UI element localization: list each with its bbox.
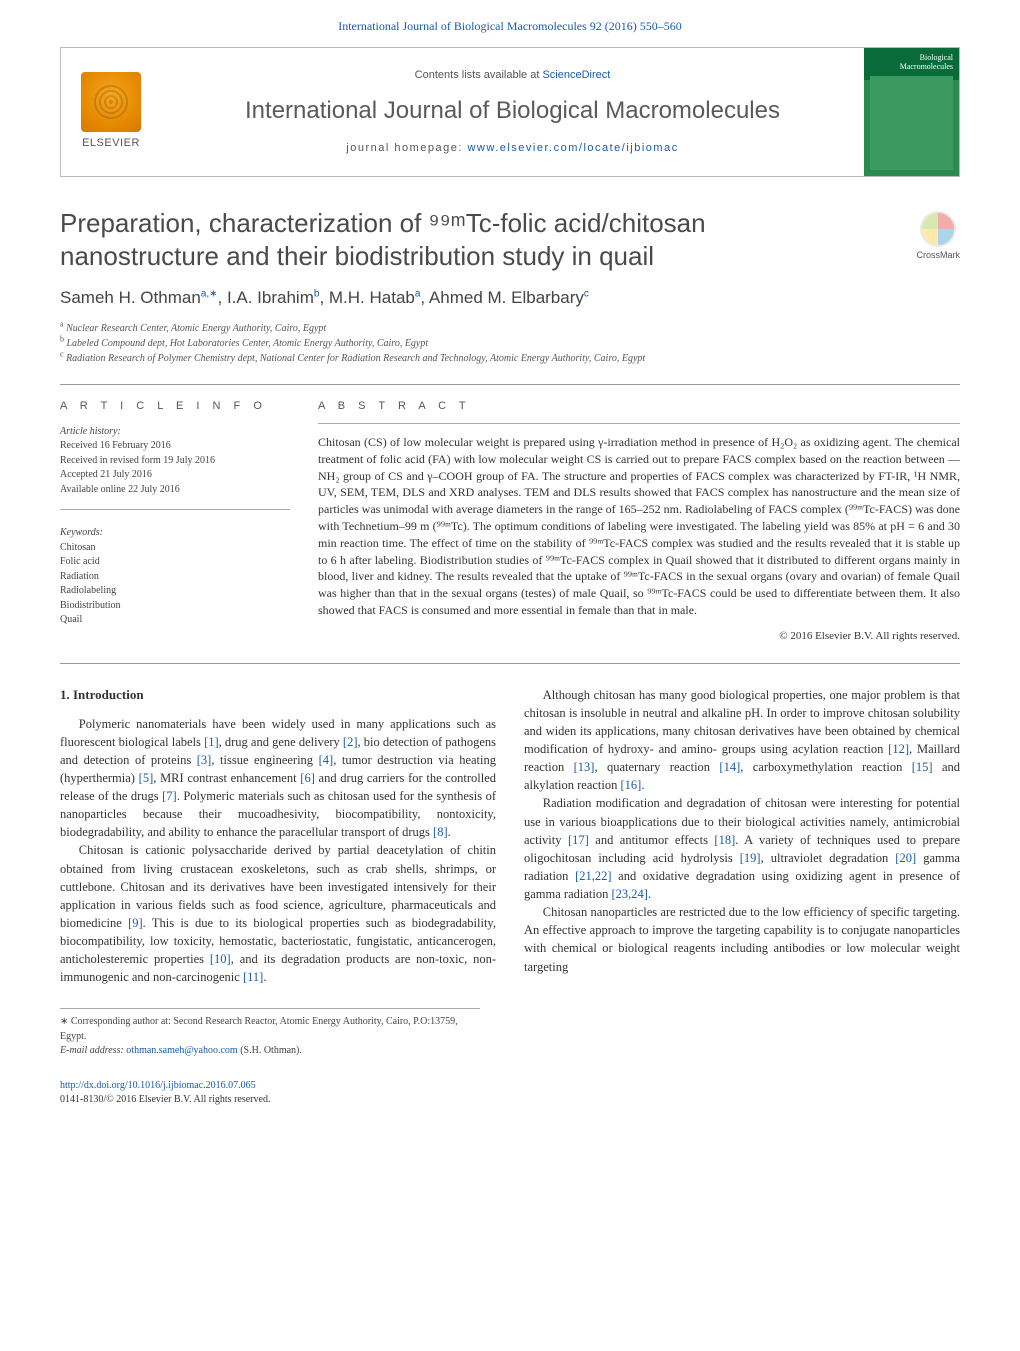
article-title: Preparation, characterization of ⁹⁹ᵐTc-f… <box>60 207 960 272</box>
copyright-line: © 2016 Elsevier B.V. All rights reserved… <box>318 629 960 645</box>
abstract-rule <box>318 423 960 424</box>
article-info-head: A R T I C L E I N F O <box>60 399 290 415</box>
doi-link[interactable]: http://dx.doi.org/10.1016/j.ijbiomac.201… <box>60 1080 256 1091</box>
crossmark-label: CrossMark <box>916 249 960 262</box>
ref-19[interactable]: [19] <box>740 851 761 865</box>
author-3: , M.H. Hatab <box>319 288 414 307</box>
ref-14[interactable]: [14] <box>719 760 740 774</box>
email-suffix: (S.H. Othman). <box>238 1045 302 1056</box>
rule-top <box>60 384 960 385</box>
issn-line: 0141-8130/© 2016 Elsevier B.V. All right… <box>60 1094 270 1105</box>
corresponding-author-footnote: ∗ Corresponding author at: Second Resear… <box>60 1008 480 1059</box>
homepage-prefix: journal homepage: <box>346 142 467 154</box>
history-online: Available online 22 July 2016 <box>60 483 290 498</box>
crossmark-badge[interactable]: CrossMark <box>916 211 960 262</box>
keywords-label: Keywords: <box>60 526 290 541</box>
ref-16[interactable]: [16] <box>621 778 642 792</box>
ref-17[interactable]: [17] <box>568 833 589 847</box>
author-1-sup: a,∗ <box>201 289 218 300</box>
para-4: Radiation modification and degradation o… <box>524 794 960 903</box>
affiliation-a: Nuclear Research Center, Atomic Energy A… <box>66 323 326 334</box>
ref-12[interactable]: [12] <box>888 742 909 756</box>
contents-available-line: Contents lists available at ScienceDirec… <box>415 68 611 84</box>
running-head: International Journal of Biological Macr… <box>0 0 1020 39</box>
keyword-0: Chitosan <box>60 541 290 556</box>
author-4-sup: c <box>584 289 589 300</box>
ref-1[interactable]: [1] <box>204 735 219 749</box>
homepage-link[interactable]: www.elsevier.com/locate/ijbiomac <box>467 142 678 154</box>
doi-block: http://dx.doi.org/10.1016/j.ijbiomac.201… <box>60 1079 960 1108</box>
ref-10[interactable]: [10] <box>210 952 231 966</box>
author-2: , I.A. Ibrahim <box>218 288 314 307</box>
para-3: Although chitosan has many good biologic… <box>524 686 960 795</box>
crossmark-icon <box>920 211 956 247</box>
sciencedirect-link[interactable]: ScienceDirect <box>542 69 610 81</box>
ref-23-24[interactable]: [23,24] <box>611 887 647 901</box>
email-label: E-mail address: <box>60 1045 126 1056</box>
title-line-2: nanostructure and their biodistribution … <box>60 241 654 271</box>
journal-homepage-line: journal homepage: www.elsevier.com/locat… <box>346 141 678 157</box>
ref-13[interactable]: [13] <box>574 760 595 774</box>
ref-7[interactable]: [7] <box>162 789 177 803</box>
history-accepted: Accepted 21 July 2016 <box>60 468 290 483</box>
ref-5[interactable]: [5] <box>139 771 154 785</box>
contents-prefix: Contents lists available at <box>415 69 543 81</box>
abstract-text: Chitosan (CS) of low molecular weight is… <box>318 434 960 619</box>
affiliation-b: Labeled Compound dept, Hot Laboratories … <box>67 338 429 349</box>
journal-name: International Journal of Biological Macr… <box>245 94 780 129</box>
para-5: Chitosan nanoparticles are restricted du… <box>524 903 960 976</box>
ref-9[interactable]: [9] <box>128 916 143 930</box>
journal-cover-thumb: Biological Macromolecules <box>864 48 959 176</box>
ref-4[interactable]: [4] <box>319 753 334 767</box>
keyword-1: Folic acid <box>60 555 290 570</box>
para-1: Polymeric nanomaterials have been widely… <box>60 715 496 842</box>
ref-18[interactable]: [18] <box>714 833 735 847</box>
author-4: , Ahmed M. Elbarbary <box>420 288 583 307</box>
ref-8[interactable]: [8] <box>433 825 448 839</box>
elsevier-tree-icon <box>81 72 141 132</box>
keyword-5: Quail <box>60 613 290 628</box>
keyword-2: Radiation <box>60 570 290 585</box>
ref-15[interactable]: [15] <box>912 760 933 774</box>
ref-20[interactable]: [20] <box>895 851 916 865</box>
keyword-3: Radiolabeling <box>60 584 290 599</box>
affiliation-c: Radiation Research of Polymer Chemistry … <box>66 353 645 364</box>
ref-21-22[interactable]: [21,22] <box>575 869 611 883</box>
history-received: Received 16 February 2016 <box>60 439 290 454</box>
journal-header-box: ELSEVIER Contents lists available at Sci… <box>60 47 960 177</box>
elsevier-logo: ELSEVIER <box>61 48 161 176</box>
ref-3[interactable]: [3] <box>197 753 212 767</box>
corr-line: ∗ Corresponding author at: Second Resear… <box>60 1015 480 1044</box>
section-1-head: 1. Introduction <box>60 686 496 705</box>
cover-body <box>870 76 953 170</box>
ref-11[interactable]: [11] <box>243 970 263 984</box>
rule-bottom <box>60 663 960 664</box>
history-revised: Received in revised form 19 July 2016 <box>60 454 290 469</box>
author-email-link[interactable]: othman.sameh@yahoo.com <box>126 1045 237 1056</box>
abstract-column: A B S T R A C T Chitosan (CS) of low mol… <box>318 399 960 645</box>
affiliations: a Nuclear Research Center, Atomic Energy… <box>60 321 960 366</box>
history-label: Article history: <box>60 425 290 440</box>
keyword-4: Biodistribution <box>60 599 290 614</box>
para-2: Chitosan is cationic polysaccharide deri… <box>60 841 496 986</box>
publisher-name: ELSEVIER <box>82 136 140 152</box>
title-line-1: Preparation, characterization of ⁹⁹ᵐTc-f… <box>60 208 706 238</box>
cover-title: Biological Macromolecules <box>870 54 953 72</box>
info-divider <box>60 509 290 510</box>
ref-6[interactable]: [6] <box>300 771 315 785</box>
header-center: Contents lists available at ScienceDirec… <box>161 48 864 176</box>
authors-line: Sameh H. Othmana,∗, I.A. Ibrahimb, M.H. … <box>60 286 960 311</box>
ref-2[interactable]: [2] <box>343 735 358 749</box>
article-info-column: A R T I C L E I N F O Article history: R… <box>60 399 290 645</box>
body-columns: 1. Introduction Polymeric nanomaterials … <box>60 686 960 987</box>
author-1: Sameh H. Othman <box>60 288 201 307</box>
abstract-head: A B S T R A C T <box>318 399 960 415</box>
